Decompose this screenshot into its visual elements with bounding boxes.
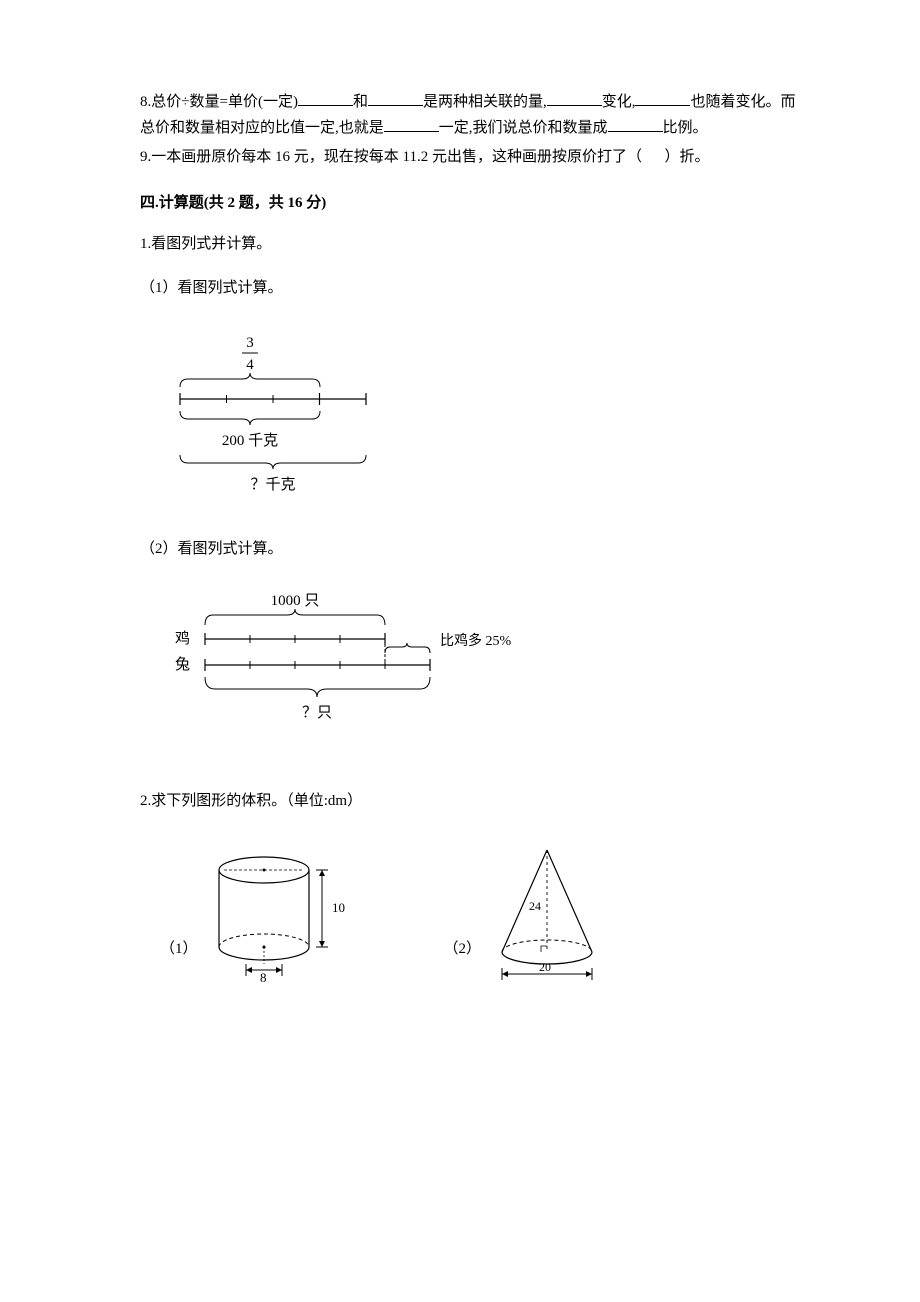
s4-q1-sub1-label: （1）看图列式计算。: [140, 276, 800, 302]
q8-text-f: 一定,我们说总价和数量成: [439, 120, 608, 136]
brace-200: [180, 411, 320, 425]
figure-chicken-rabbit: 1000 只 鸡 兔 比鸡多 25% ？只: [150, 591, 800, 761]
blank: [547, 91, 602, 106]
brace-full: [180, 455, 366, 469]
geo-label-1: （1）: [160, 937, 198, 963]
cone-side: [547, 850, 592, 952]
q9-text-b: ）折。: [664, 149, 709, 165]
arrow-up: [319, 870, 325, 876]
q8-text-d: 变化,: [602, 94, 636, 110]
top-brace: [180, 373, 320, 387]
arrow-left: [502, 971, 508, 977]
s4-q1-sub2-label: （2）看图列式计算。: [140, 537, 800, 563]
geometry-row: （1） 10: [160, 842, 800, 982]
brace-rabbit-total: [205, 677, 430, 697]
arrow-left: [246, 967, 252, 973]
fraction-bar-svg: 3 4 200 千克 ？千克: [150, 329, 410, 509]
fraction-numerator: 3: [246, 335, 254, 351]
blank: [298, 91, 353, 106]
right-angle: [541, 946, 547, 952]
geo-item-2: （2） 24 20: [444, 842, 618, 982]
cone-diameter-label: 20: [539, 960, 551, 974]
cylinder-svg: 10 8: [204, 852, 354, 982]
cylinder-height-label: 10: [332, 900, 345, 915]
label-question-kg: ？千克: [250, 476, 295, 493]
label-1000: 1000 只: [271, 593, 320, 609]
arrow-right: [276, 967, 282, 973]
brace-1000: [205, 609, 385, 625]
arrow-right: [586, 971, 592, 977]
s4-q2-title: 2.求下列图形的体积。（单位:dm）: [140, 789, 800, 815]
cylinder-radius-label: 8: [260, 970, 267, 982]
label-chicken: 鸡: [175, 630, 190, 647]
blank: [608, 117, 663, 132]
question-8: 8.总价÷数量=单价(一定)和是两种相关联的量,变化,也随着变化。而总价和数量相…: [140, 90, 800, 141]
cone-height-label: 24: [529, 899, 541, 913]
label-200: 200 千克: [222, 432, 278, 449]
arrow-down: [319, 941, 325, 947]
q9-text-a: 9.一本画册原价每本 16 元，现在按每本 11.2 元出售，这种画册按原价打了…: [140, 149, 642, 165]
label-rabbit: 兔: [175, 656, 190, 673]
geo-label-2: （2）: [444, 937, 482, 963]
center-dot: [262, 869, 265, 872]
s4-q1-title: 1.看图列式并计算。: [140, 232, 800, 258]
chicken-rabbit-svg: 1000 只 鸡 兔 比鸡多 25% ？只: [150, 591, 530, 761]
figure-fraction-bar: 3 4 200 千克 ？千克: [150, 329, 800, 509]
geo-item-1: （1） 10: [160, 852, 354, 982]
label-more-25: 比鸡多 25%: [440, 632, 511, 649]
q8-text-g: 比例。: [663, 120, 708, 136]
q8-text-a: 8.总价÷数量=单价(一定): [140, 94, 298, 110]
label-question-count: ？只: [302, 705, 332, 721]
cone-svg: 24 20: [487, 842, 617, 982]
fraction-denominator: 4: [246, 357, 254, 373]
blank: [384, 117, 439, 132]
q8-text-c: 是两种相关联的量,: [423, 94, 547, 110]
section-4-title: 四.计算题(共 2 题，共 16 分): [140, 191, 800, 217]
question-9: 9.一本画册原价每本 16 元，现在按每本 11.2 元出售，这种画册按原价打了…: [140, 145, 800, 171]
blank: [368, 91, 423, 106]
q8-text-b: 和: [353, 94, 368, 110]
cylinder-bottom-back: [219, 934, 309, 947]
brace-extra: [385, 643, 430, 653]
blank: [635, 91, 690, 106]
